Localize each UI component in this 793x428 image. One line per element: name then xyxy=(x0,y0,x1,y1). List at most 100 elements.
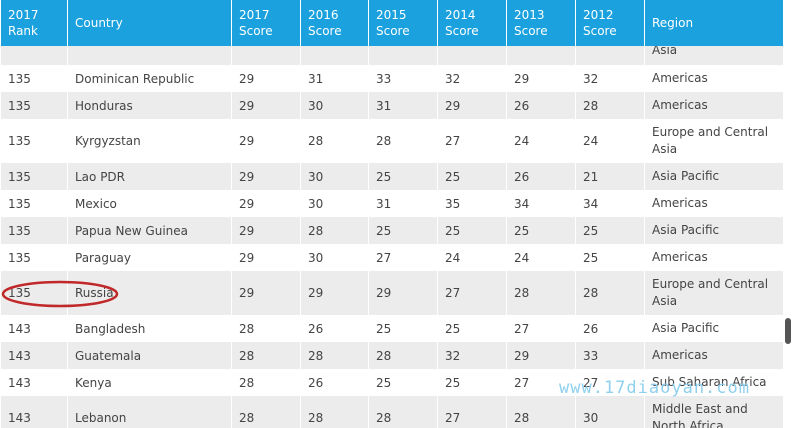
table-cell: 27 xyxy=(368,244,438,271)
table-cell: 24 xyxy=(506,119,576,163)
table-cell: Asia Pacific xyxy=(644,163,784,190)
column-header: 2012 Score xyxy=(575,0,645,46)
table-cell: Bangladesh xyxy=(67,315,232,342)
table-cell: 24 xyxy=(506,244,576,271)
table-cell: Russia xyxy=(67,271,232,315)
table-cell: 32 xyxy=(437,342,507,369)
table-cell: Europe and Central Asia xyxy=(644,271,784,315)
table-cell: Asia Pacific xyxy=(644,217,784,244)
table-cell: 28 xyxy=(300,342,369,369)
table-cell: Americas xyxy=(644,92,784,119)
table-cell: Europe and Central Asia xyxy=(644,119,784,163)
table-cell: 30 xyxy=(300,163,369,190)
table-cell: 25 xyxy=(437,217,507,244)
table-cell: 21 xyxy=(575,163,645,190)
table-cell: 25 xyxy=(575,217,645,244)
table-cell: 135 xyxy=(0,163,68,190)
table-cell: 135 xyxy=(0,92,68,119)
table-cell: 25 xyxy=(368,369,438,396)
table-cell: 31 xyxy=(368,92,438,119)
table-cell: 26 xyxy=(506,92,576,119)
table-cell: 27 xyxy=(437,396,507,428)
scrollbar[interactable] xyxy=(785,318,791,344)
table-cell: 28 xyxy=(231,369,301,396)
table-cell: 28 xyxy=(231,315,301,342)
table-cell: Americas xyxy=(644,244,784,271)
table-cell: 28 xyxy=(506,396,576,428)
table-cell: 24 xyxy=(575,119,645,163)
table-cell: Asia Pacific xyxy=(644,315,784,342)
table-cell: 27 xyxy=(437,119,507,163)
table-cell: 135 xyxy=(0,244,68,271)
table-cell: 29 xyxy=(231,271,301,315)
column-header-text: 2015 Score xyxy=(376,8,410,38)
table-cell: 31 xyxy=(300,65,369,92)
column-header: 2015 Score xyxy=(368,0,438,46)
table-cell: 29 xyxy=(231,244,301,271)
highlight-ellipse xyxy=(1,280,119,308)
table-cell: 30 xyxy=(575,396,645,428)
table-cell: Lao PDR xyxy=(67,163,232,190)
table-cell: 31 xyxy=(368,190,438,217)
table-cell: Papua New Guinea xyxy=(67,217,232,244)
table-cell: 27 xyxy=(437,271,507,315)
table-row: 135 Paraguay 29 30 27 24 24 25 Americas xyxy=(0,244,784,271)
table-cell: 135 xyxy=(0,119,68,163)
table-cell: 34 xyxy=(575,190,645,217)
table-cell: 29 xyxy=(506,65,576,92)
table-cell: 29 xyxy=(368,271,438,315)
column-header: 2016 Score xyxy=(300,0,369,46)
table-cell: 34 xyxy=(506,190,576,217)
table-cell: 24 xyxy=(437,244,507,271)
column-header-text: 2017 Score xyxy=(239,8,273,38)
table-cell: Guatemala xyxy=(67,342,232,369)
table-row: 135 Mexico 29 30 31 35 34 34 Americas xyxy=(0,190,784,217)
table-cell: 28 xyxy=(368,119,438,163)
table-body: 130Ukraine302927262526Europe and Central… xyxy=(0,19,784,428)
table-row: 143 Lebanon 28 28 28 27 28 30 Middle East and No… xyxy=(0,396,784,428)
table-cell: 25 xyxy=(368,315,438,342)
column-header-text: 2012 Score xyxy=(583,8,617,38)
table-row: 143 Bangladesh 28 26 25 25 27 26 Asia Pacific xyxy=(0,315,784,342)
column-header: Country xyxy=(67,0,232,46)
table-cell: 25 xyxy=(437,163,507,190)
column-header: 2017 Rank xyxy=(0,0,68,46)
table-cell: Sub Saharan Africa xyxy=(644,369,784,396)
table-cell: 27 xyxy=(506,315,576,342)
column-header-text: Region xyxy=(652,16,694,30)
table-cell: 25 xyxy=(437,315,507,342)
table-cell: 29 xyxy=(231,163,301,190)
column-header-text: 2013 Score xyxy=(514,8,548,38)
table-cell: 143 xyxy=(0,342,68,369)
table-header: 2017 Rank Country 2017 Score 2016 Score 2015… xyxy=(0,0,784,46)
table-cell: 25 xyxy=(575,244,645,271)
table-cell: 135 xyxy=(0,65,68,92)
table-cell: 30 xyxy=(300,190,369,217)
watermark: www.17diaoyan.com xyxy=(559,378,750,398)
column-header: 2013 Score xyxy=(506,0,576,46)
table-cell: Kenya xyxy=(67,369,232,396)
table-cell: Dominican Republic xyxy=(67,65,232,92)
table-cell: Lebanon xyxy=(67,396,232,428)
table-cell: 29 xyxy=(231,92,301,119)
table-cell: 28 xyxy=(575,271,645,315)
table-cell: Middle East and North Africa xyxy=(644,396,784,428)
table-cell: 26 xyxy=(575,315,645,342)
column-header-text: 2016 Score xyxy=(308,8,342,38)
table-cell: 25 xyxy=(506,217,576,244)
table-cell: 143 xyxy=(0,369,68,396)
table-row: 135 Dominican Republic 29 31 33 32 29 32 America… xyxy=(0,65,784,92)
column-header: 2017 Score xyxy=(231,0,301,46)
table-row: 143 Kenya 28 26 25 25 27 27 Sub Saharan Africa xyxy=(0,369,784,396)
table-row: 135 Kyrgyzstan 29 28 28 27 24 24 Europe and Cent… xyxy=(0,119,784,163)
table-cell: Americas xyxy=(644,342,784,369)
table-cell: 25 xyxy=(368,163,438,190)
column-header-text: 2014 Score xyxy=(445,8,479,38)
table-cell: 135 xyxy=(0,217,68,244)
table-cell: 143 xyxy=(0,315,68,342)
table-cell: Kyrgyzstan xyxy=(67,119,232,163)
column-header: 2014 Score xyxy=(437,0,507,46)
table-cell: 29 xyxy=(231,65,301,92)
table-cell: 35 xyxy=(437,190,507,217)
